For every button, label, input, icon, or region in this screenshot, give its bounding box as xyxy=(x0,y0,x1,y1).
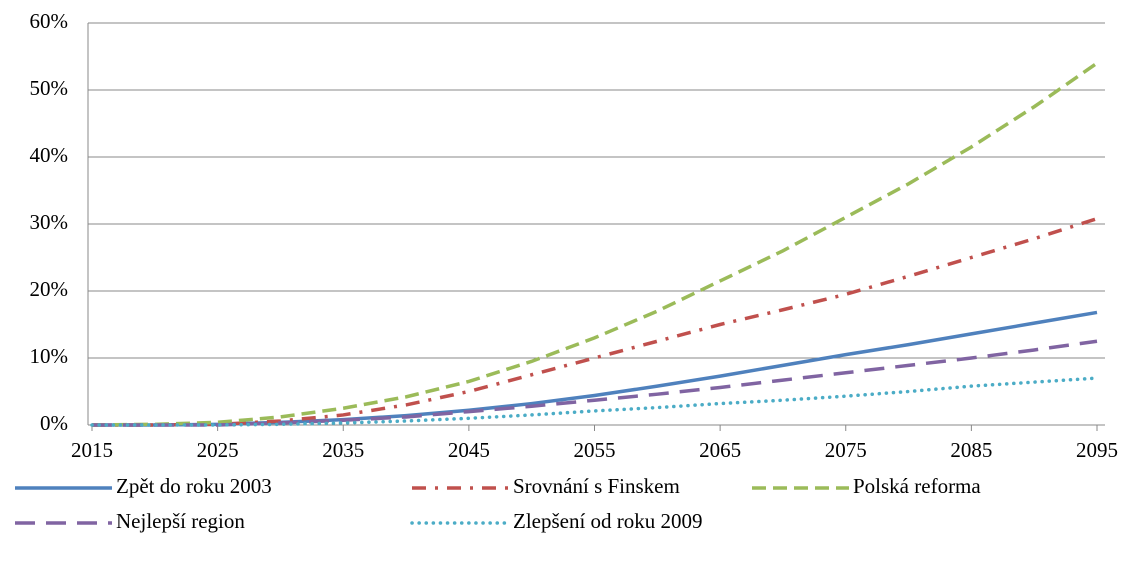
series-line xyxy=(92,339,1098,427)
x-tick-label: 2035 xyxy=(322,438,364,462)
y-tick-label: 40% xyxy=(30,143,69,167)
series-line xyxy=(91,61,1098,427)
series-line xyxy=(92,310,1098,427)
y-tick-label: 0% xyxy=(40,411,68,435)
y-tick-label: 10% xyxy=(30,344,69,368)
legend-label: Zlepšení od roku 2009 xyxy=(513,509,703,533)
y-tick-label: 50% xyxy=(30,76,69,100)
series-line xyxy=(90,376,1099,427)
y-tick-label: 60% xyxy=(30,9,69,33)
legend-label: Srovnání s Finskem xyxy=(513,474,680,498)
y-tick-label: 20% xyxy=(30,277,69,301)
x-tick-label: 2095 xyxy=(1076,438,1118,462)
x-tick-label: 2065 xyxy=(699,438,741,462)
y-tick-label: 30% xyxy=(30,210,69,234)
x-tick-label: 2045 xyxy=(448,438,490,462)
x-tick-label: 2055 xyxy=(574,438,616,462)
legend-label: Polská reforma xyxy=(853,474,981,498)
x-tick-label: 2085 xyxy=(950,438,992,462)
legend-label: Nejlepší region xyxy=(116,509,245,533)
x-tick-label: 2015 xyxy=(71,438,113,462)
x-tick-label: 2025 xyxy=(197,438,239,462)
x-tick-label: 2075 xyxy=(825,438,867,462)
legend-label: Zpět do roku 2003 xyxy=(116,474,272,498)
